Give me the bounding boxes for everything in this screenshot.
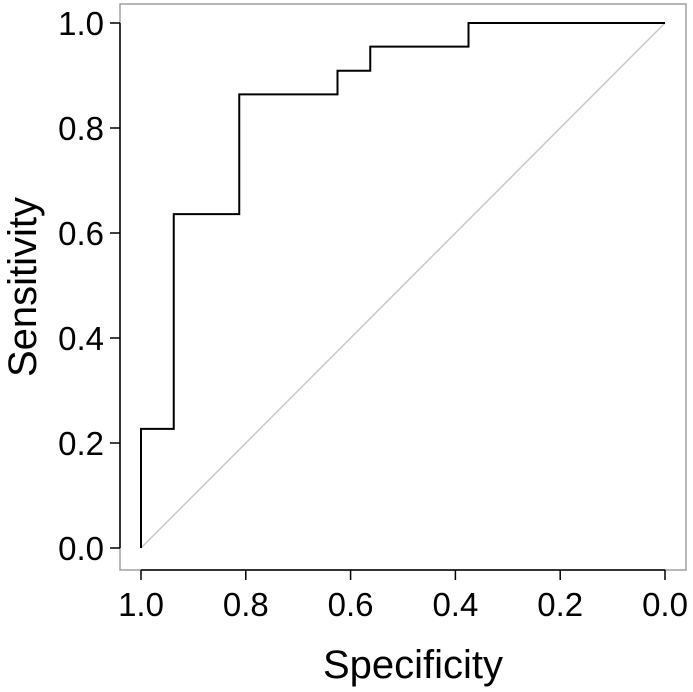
x-axis-title: Specificity: [323, 643, 503, 687]
y-tick-label: 0.6: [58, 215, 104, 252]
x-tick-label: 0.4: [432, 586, 478, 623]
roc-curve-line: [140, 22, 665, 548]
y-axis-title: Sensitivity: [1, 197, 45, 377]
x-tick-label: 0.0: [642, 586, 688, 623]
y-tick-label: 1.0: [58, 5, 104, 42]
y-tick-label: 0.8: [58, 110, 104, 147]
plot-area: [140, 22, 666, 549]
x-axis: 1.0 0.8 0.6 0.4 0.2 0.0: [118, 569, 688, 623]
chance-diagonal-line: [140, 22, 666, 549]
x-tick-label: 0.2: [537, 586, 583, 623]
x-tick-label: 0.8: [223, 586, 269, 623]
y-tick-label: 0.2: [58, 425, 104, 462]
x-tick-label: 1.0: [118, 586, 164, 623]
y-tick-label: 0.0: [58, 530, 104, 567]
y-tick-label: 0.4: [58, 320, 104, 357]
x-tick-label: 0.6: [328, 586, 374, 623]
y-axis: 0.0 0.2 0.4 0.6 0.8 1.0: [58, 5, 121, 567]
